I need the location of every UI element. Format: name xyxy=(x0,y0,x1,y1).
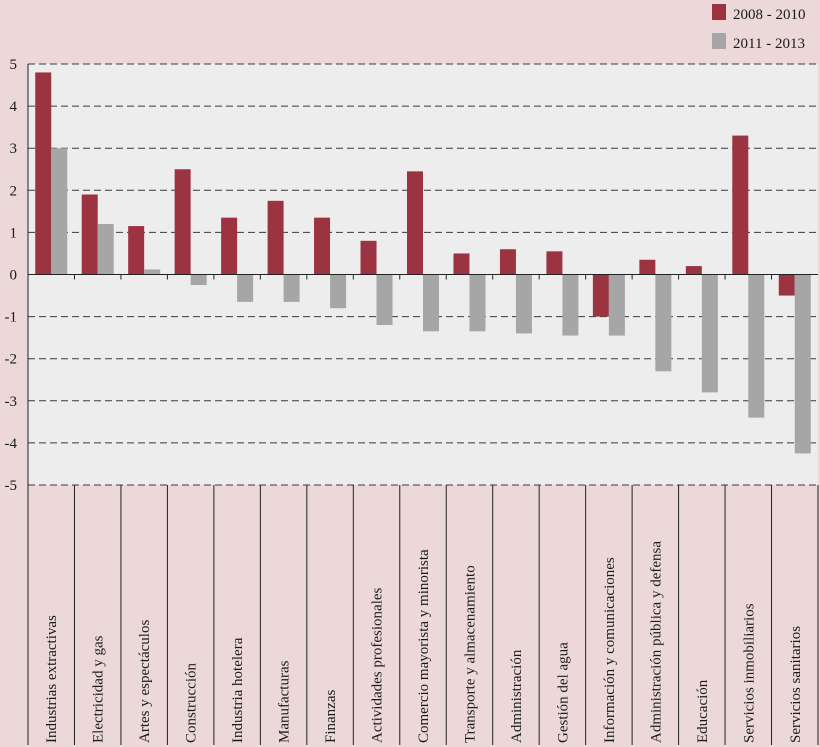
axes xyxy=(27,64,819,745)
bar-series-1 xyxy=(453,253,470,275)
bar-series-1 xyxy=(128,226,145,275)
x-category-label: Finanzas xyxy=(323,690,339,743)
bar-series-1 xyxy=(35,72,52,275)
y-tick-label: -1 xyxy=(5,310,18,326)
bar-series-1 xyxy=(592,274,609,317)
bar-series-1 xyxy=(174,169,191,275)
bar-series-2 xyxy=(701,274,718,393)
bar-series-2 xyxy=(283,274,300,302)
x-category-label: Transporte y almacenamiento xyxy=(462,565,478,743)
legend-swatch-series-1 xyxy=(712,4,726,20)
bar-series-1 xyxy=(685,266,702,275)
x-axis-category-labels: Industrias extractivas Electricidad y gas… xyxy=(44,541,804,743)
x-category-label: Construcción xyxy=(184,663,200,743)
bar-series-1 xyxy=(407,171,423,275)
bar-series-1 xyxy=(546,251,563,275)
bar-series-2 xyxy=(655,274,672,372)
x-category-label: Industrias extractivas xyxy=(44,615,60,743)
bar-series-1 xyxy=(639,259,656,275)
bar-series-1 xyxy=(732,135,749,275)
bar-series-1 xyxy=(81,194,98,275)
bar-series-1 xyxy=(267,200,284,275)
bar-series-1 xyxy=(314,217,331,275)
bar-series-2 xyxy=(376,274,393,326)
y-axis-tick-labels: 5 4 3 2 1 0 -1 -2 -3 -4 -5 xyxy=(5,57,18,494)
legend-label-series-1: 2008 - 2010 xyxy=(733,7,806,23)
bar-series-2 xyxy=(515,274,532,334)
x-category-label: Información y comunicaciones xyxy=(602,557,618,743)
x-category-label: Industria hotelera xyxy=(230,637,246,743)
legend-swatch-series-2 xyxy=(712,33,726,49)
bar-series-2 xyxy=(748,274,765,418)
y-tick-label: 2 xyxy=(10,183,18,199)
bar-series-2 xyxy=(51,148,68,275)
y-tick-label: 3 xyxy=(10,141,18,157)
y-tick-label: -3 xyxy=(5,394,18,410)
bar-series-2 xyxy=(190,274,207,286)
y-tick-label: 5 xyxy=(10,57,18,73)
bar-series-2 xyxy=(562,274,579,336)
bars xyxy=(35,72,811,454)
y-tick-label: 0 xyxy=(10,268,18,284)
y-tick-label: -5 xyxy=(5,478,18,494)
bar-series-2 xyxy=(608,274,625,336)
bar-series-1 xyxy=(778,274,795,296)
y-tick-label: 1 xyxy=(10,225,18,241)
x-category-label: Educación xyxy=(695,679,711,743)
x-category-label: Actividades profesionales xyxy=(370,587,386,743)
x-category-label: Administración xyxy=(509,649,525,743)
bar-series-2 xyxy=(469,274,486,332)
bar-series-2 xyxy=(794,274,811,454)
bar-series-2 xyxy=(330,274,347,309)
x-category-label: Servicios sanitarios xyxy=(788,626,804,743)
bar-series-2 xyxy=(423,274,439,332)
legend: 2008 - 2010 2011 - 2013 xyxy=(712,4,806,52)
x-category-label: Gestión del agua xyxy=(555,642,571,743)
x-category-label: Administración pública y defensa xyxy=(648,541,664,743)
y-tick-label: -4 xyxy=(5,436,18,452)
x-category-label: Electricidad y gas xyxy=(91,635,107,743)
bar-series-1 xyxy=(360,240,377,275)
x-category-label: Comercio mayorista y minorista xyxy=(416,549,432,743)
bar-series-1 xyxy=(221,217,238,275)
bar-series-2 xyxy=(237,274,254,302)
x-category-label: Manufacturas xyxy=(277,660,293,743)
x-category-label: Servicios inmobiliarios xyxy=(741,603,757,743)
y-tick-label: 4 xyxy=(10,99,18,115)
legend-label-series-2: 2011 - 2013 xyxy=(733,36,805,52)
x-category-label: Artes y espectáculos xyxy=(137,620,153,743)
bar-series-2 xyxy=(97,223,114,275)
bar-series-2 xyxy=(144,269,161,275)
bar-series-1 xyxy=(499,249,516,275)
y-tick-label: -2 xyxy=(5,352,18,368)
